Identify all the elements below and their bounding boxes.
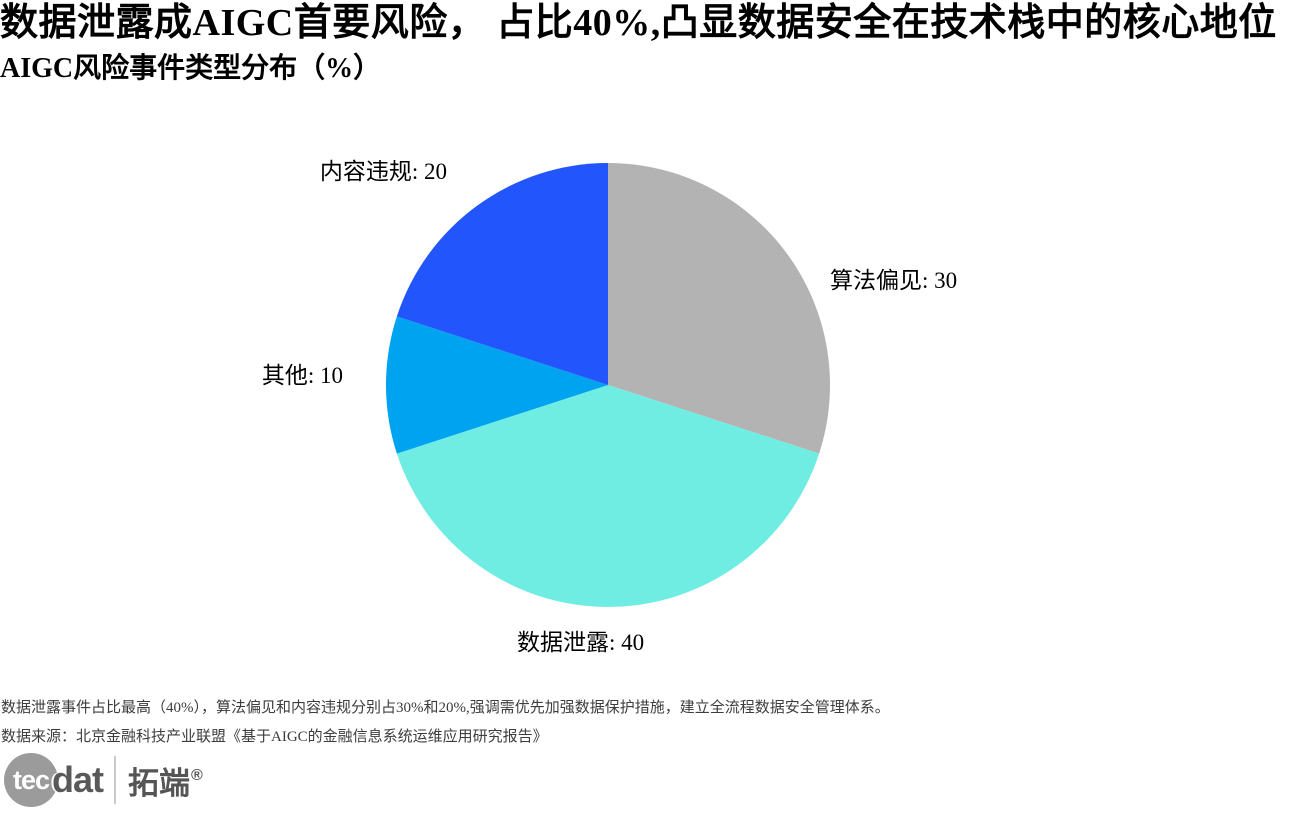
pie-slice-other: [386, 316, 608, 454]
logo-divider: [114, 756, 116, 804]
data-source: 数据来源：北京金融科技产业联盟《基于AIGC的金融信息系统运维应用研究报告》: [1, 729, 548, 745]
registered-mark: ®: [191, 766, 203, 784]
pie-slice-content-violation: [396, 163, 608, 385]
pie-label-algorithm-bias: 算法偏见: 30: [830, 268, 958, 293]
chart-note: 数据泄露事件占比最高（40%），算法偏见和内容违规分别占30%和20%,强调需优…: [1, 700, 890, 716]
logo-circle: tec: [4, 753, 58, 807]
chart-title: AIGC风险事件类型分布（%）: [0, 53, 382, 84]
page-title: 数据泄露成AIGC首要风险， 占比40%,凸显数据安全在技术栈中的核心地位: [0, 2, 1277, 44]
pie-label-other: 其他: 10: [261, 363, 343, 388]
pie-label-content-violation: 内容违规: 20: [319, 159, 447, 184]
pie-slice-algorithm-bias: [608, 163, 830, 454]
logo-brand-cn-text: 拓端: [128, 765, 190, 801]
logo-text-tec: tec: [12, 764, 50, 795]
pie-slice-data-leak: [396, 385, 820, 607]
logo-text-dat: dat: [52, 759, 104, 800]
logo-brand-cn: 拓端 ®: [128, 762, 203, 799]
tecdat-logo: tec dat 拓端 ®: [4, 751, 203, 809]
pie-label-data-leak: 数据泄露: 40: [517, 630, 645, 655]
